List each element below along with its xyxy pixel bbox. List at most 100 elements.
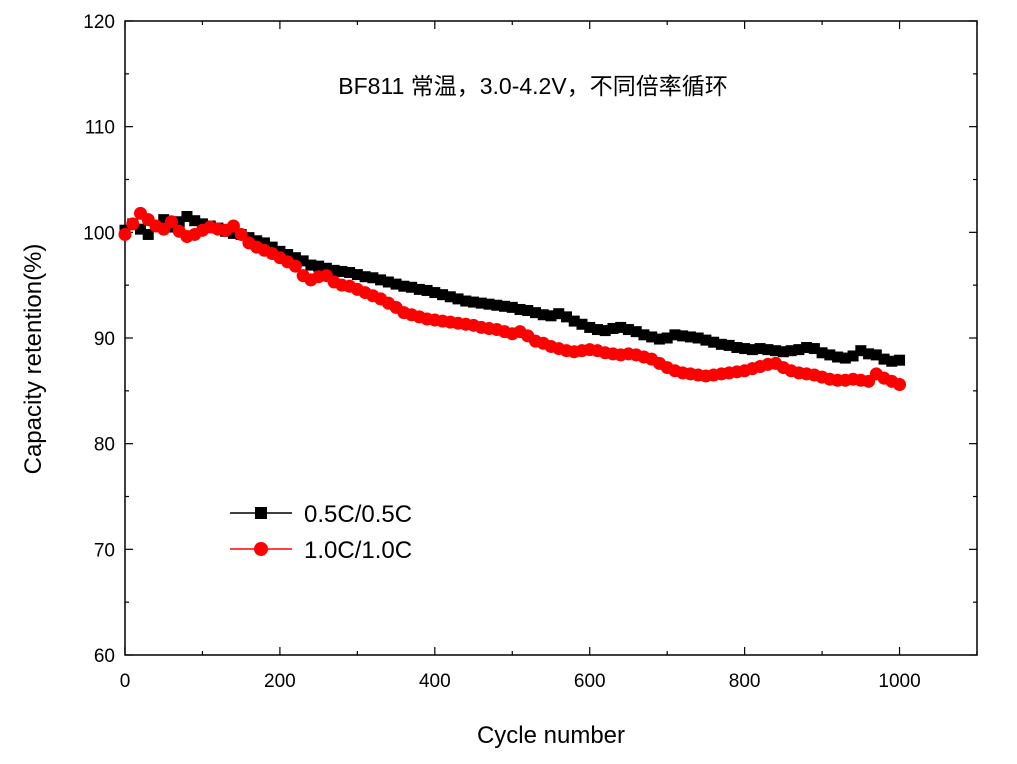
data-point [692, 332, 704, 344]
data-point [126, 217, 140, 231]
data-point [622, 324, 634, 336]
data-point [669, 329, 681, 341]
data-point [359, 271, 371, 283]
data-point [189, 215, 201, 227]
data-point [607, 322, 619, 334]
data-point [460, 295, 472, 307]
data-point [785, 345, 797, 357]
data-point [615, 321, 627, 333]
data-point [530, 307, 542, 319]
data-point [288, 259, 302, 273]
y-tick-label: 100 [83, 223, 115, 244]
data-point [646, 331, 658, 343]
data-point [164, 215, 178, 229]
data-point [351, 269, 363, 281]
x-tick-label: 800 [729, 671, 761, 692]
series-1 [118, 206, 907, 391]
data-point [514, 303, 526, 315]
legend-label-1: 1.0C/1.0C [304, 537, 412, 564]
y-tick-label: 90 [94, 329, 115, 350]
data-point [568, 315, 580, 327]
x-tick-label: 200 [264, 671, 296, 692]
data-point [839, 352, 851, 364]
data-point [591, 324, 603, 336]
data-point [638, 329, 650, 341]
data-point [808, 343, 820, 355]
data-point [870, 349, 882, 361]
data-point [289, 252, 301, 264]
y-tick-label: 120 [83, 12, 115, 33]
data-point [320, 262, 332, 274]
data-point [700, 334, 712, 346]
data-point [677, 330, 689, 342]
data-point [173, 216, 185, 228]
chart-title: BF811 常温，3.0-4.2V，不同倍率循环 [338, 73, 727, 99]
data-point [893, 377, 907, 391]
legend-marker-square [255, 507, 267, 519]
data-point [863, 348, 875, 360]
data-point [584, 321, 596, 333]
x-tick-label: 0 [120, 671, 131, 692]
data-point [142, 228, 154, 240]
data-point [483, 298, 495, 310]
data-point [886, 355, 898, 367]
y-axis-ticks: 60 70 80 90 100 110 120 [83, 12, 977, 667]
data-point [390, 278, 402, 290]
data-point [715, 338, 727, 350]
y-tick-label: 110 [85, 118, 115, 139]
data-point [437, 289, 449, 301]
data-point [375, 274, 387, 286]
data-point [444, 291, 456, 303]
data-point [522, 305, 534, 317]
data-point [777, 346, 789, 358]
data-point [328, 264, 340, 276]
x-tick-label: 600 [574, 671, 606, 692]
data-point [560, 311, 572, 323]
data-point [475, 297, 487, 309]
legend-label-0: 0.5C/0.5C [304, 501, 412, 528]
data-point [576, 318, 588, 330]
data-point [731, 342, 743, 354]
data-point [746, 344, 758, 356]
data-point [134, 223, 146, 235]
data-point [816, 347, 828, 359]
data-point [305, 259, 317, 271]
data-point [421, 284, 433, 296]
data-point [661, 332, 673, 344]
data-point [406, 281, 418, 293]
data-point [824, 349, 836, 361]
data-point [653, 333, 665, 345]
data-point [847, 350, 859, 362]
data-point [506, 301, 518, 313]
data-point [793, 344, 805, 356]
data-point [762, 344, 774, 356]
y-tick-label: 70 [94, 540, 115, 561]
data-point [708, 336, 720, 348]
x-axis-ticks: 0 200 400 600 800 1000 [120, 21, 978, 692]
data-point [878, 353, 890, 365]
data-point [801, 342, 813, 354]
data-point [429, 287, 441, 299]
data-point [770, 345, 782, 357]
data-point [336, 265, 348, 277]
data-point [344, 266, 356, 278]
data-point [855, 345, 867, 357]
plot-frame [124, 20, 978, 656]
data-point [413, 283, 425, 295]
data-point [545, 310, 557, 322]
y-axis-label: Capacity retention(%) [20, 244, 47, 475]
data-point [894, 354, 906, 366]
data-point [297, 255, 309, 267]
y-tick-label: 60 [94, 646, 115, 667]
data-point [537, 309, 549, 321]
data-point [468, 296, 480, 308]
data-point [158, 214, 170, 226]
data-point [452, 293, 464, 305]
y-tick-label: 80 [94, 435, 115, 456]
data-point [367, 272, 379, 284]
data-point [684, 331, 696, 343]
data-point [181, 210, 193, 222]
data-point [227, 227, 239, 239]
series-layer [118, 206, 907, 391]
